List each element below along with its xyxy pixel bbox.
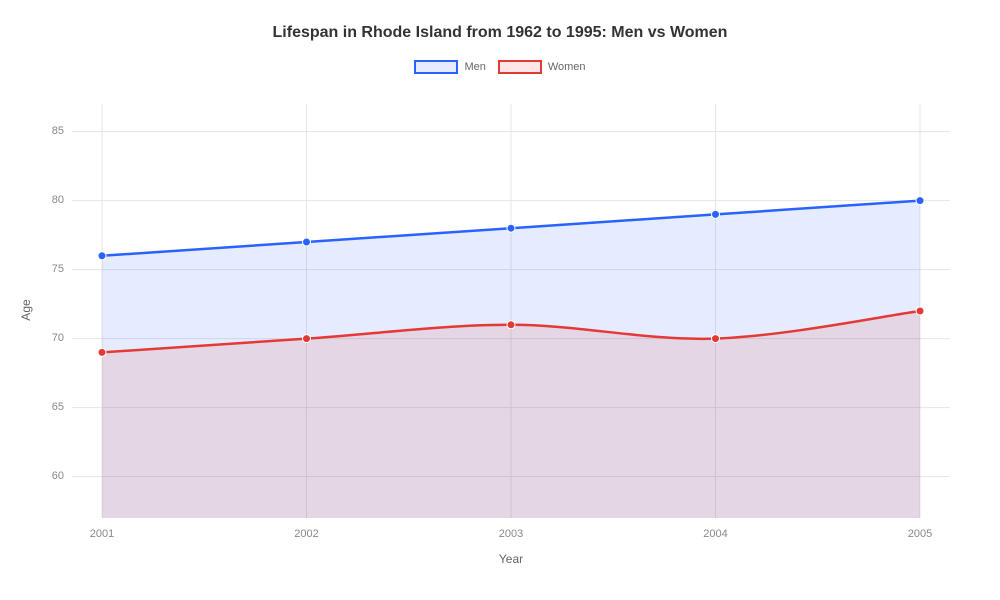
legend-swatch-men: [414, 60, 458, 74]
chart-title: Lifespan in Rhode Island from 1962 to 19…: [0, 0, 1000, 42]
x-tick-label: 2003: [491, 528, 531, 540]
x-tick-label: 2001: [82, 528, 122, 540]
legend: Men Women: [0, 60, 1000, 74]
y-tick-label: 65: [52, 401, 64, 413]
y-tick-label: 70: [52, 332, 64, 344]
x-axis-label: Year: [72, 552, 950, 566]
plot-svg: [72, 104, 950, 518]
x-tick-label: 2004: [696, 528, 736, 540]
chart-container: Lifespan in Rhode Island from 1962 to 19…: [0, 0, 1000, 600]
legend-swatch-women: [498, 60, 542, 74]
x-tick-label: 2005: [900, 528, 940, 540]
legend-item-women[interactable]: Women: [498, 60, 586, 74]
x-tick-label: 2002: [287, 528, 327, 540]
y-axis-label: Age: [19, 290, 33, 330]
y-tick-label: 60: [52, 470, 64, 482]
legend-item-men[interactable]: Men: [414, 60, 485, 74]
y-tick-label: 75: [52, 263, 64, 275]
legend-label-men: Men: [464, 61, 485, 73]
y-tick-label: 85: [52, 125, 64, 137]
legend-label-women: Women: [548, 61, 586, 73]
y-tick-label: 80: [52, 194, 64, 206]
